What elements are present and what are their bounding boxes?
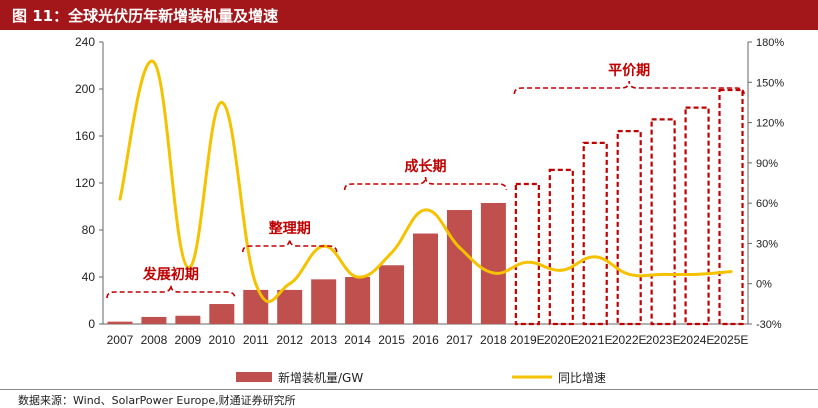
- x-tick-label: 2010: [208, 333, 235, 347]
- figure-title-bar: 图 11：全球光伏历年新增装机量及增速: [0, 0, 818, 30]
- phase-label: 整理期: [268, 220, 311, 237]
- x-tick-label: 2015: [378, 333, 405, 347]
- x-tick-label: 2024E: [680, 333, 715, 347]
- bar: [107, 321, 133, 324]
- x-tick-label: 2017: [446, 333, 473, 347]
- x-tick-label: 2009: [175, 333, 202, 347]
- x-tick-label: 2014: [344, 333, 371, 347]
- growth-point: [559, 268, 563, 272]
- left-tick-label: 160: [75, 129, 95, 143]
- bar-forecast: [582, 141, 608, 326]
- right-tick-label: 60%: [756, 198, 778, 210]
- left-tick-label: 200: [75, 82, 95, 96]
- bar-forecast: [548, 168, 574, 326]
- legend-bar-label: 新增装机量/GW: [278, 370, 363, 385]
- x-tick-label: 2019E: [510, 333, 545, 347]
- bar: [175, 315, 201, 324]
- bar-forecast: [616, 130, 642, 326]
- right-tick-label: 120%: [756, 118, 784, 130]
- x-tick-label: 2008: [141, 333, 168, 347]
- x-tick-label: 2013: [310, 333, 337, 347]
- growth-point: [424, 208, 427, 212]
- x-tick-label: 2022E: [612, 333, 647, 347]
- bar-forecast: [684, 106, 710, 326]
- right-tick-label: 90%: [756, 158, 778, 170]
- x-tick-label: 2021E: [578, 333, 613, 347]
- right-tick-label: 30%: [756, 238, 778, 250]
- legend-line-label: 同比增速: [558, 371, 606, 385]
- growth-point: [593, 255, 597, 259]
- bar: [413, 233, 438, 324]
- bar-forecast: [718, 88, 744, 326]
- source-note: 数据来源：Wind、SolarPower Europe,财通证券研究所: [18, 394, 296, 407]
- bar: [277, 289, 303, 324]
- growth-point: [254, 282, 258, 286]
- growth-point: [627, 272, 631, 276]
- phase-bracket: [513, 80, 745, 95]
- growth-point: [390, 251, 394, 255]
- bar: [311, 279, 337, 324]
- growth-point: [288, 282, 292, 286]
- legend-bar-swatch: [236, 372, 272, 382]
- chart: 0 40 80 120 160 200 240 -30% 0% 30% 60% 90% 120% 150%…: [75, 35, 784, 385]
- growth-line: [118, 59, 732, 304]
- bar-forecast: [514, 182, 540, 326]
- bar: [141, 316, 167, 324]
- x-tick-label: 2012: [276, 333, 303, 347]
- phase-bracket: [343, 176, 508, 191]
- bar: [379, 265, 405, 324]
- x-tick-label: 2007: [107, 333, 134, 347]
- left-tick-label: 0: [88, 317, 95, 331]
- x-tick-label: 2020E: [544, 333, 579, 347]
- growth-point: [491, 271, 495, 275]
- right-tick-label: 0%: [756, 279, 772, 291]
- x-tick-label: 2011: [243, 333, 269, 347]
- growth-point: [220, 100, 224, 104]
- x-tick-label: 2025E: [714, 333, 749, 347]
- figure-title: 图 11：全球光伏历年新增装机量及增速: [12, 7, 279, 25]
- bar: [243, 289, 269, 324]
- phase-bracket: [241, 238, 338, 253]
- growth-point: [457, 245, 461, 249]
- phase-label: 平价期: [608, 63, 650, 79]
- left-tick-label: 120: [75, 176, 95, 190]
- phase-label: 成长期: [405, 158, 447, 175]
- growth-point: [661, 272, 665, 276]
- bar: [345, 277, 371, 324]
- growth-point: [118, 197, 122, 201]
- bar-forecast: [650, 118, 676, 326]
- left-tick-label: 240: [75, 35, 95, 49]
- x-tick-label: 2016: [412, 333, 439, 347]
- right-tick-label: 180%: [756, 37, 784, 49]
- left-tick-label: 80: [82, 223, 96, 237]
- growth-point: [695, 272, 699, 276]
- bar: [446, 210, 472, 324]
- left-tick-label: 40: [82, 270, 96, 284]
- phase-label: 发展初期: [142, 266, 199, 283]
- source-divider: [0, 389, 818, 390]
- bar: [209, 304, 235, 324]
- x-tick-label: 2023E: [646, 333, 681, 347]
- growth-point: [152, 60, 156, 64]
- growth-point: [356, 275, 360, 279]
- growth-point: [525, 260, 529, 264]
- growth-point: [729, 270, 733, 274]
- bar: [480, 202, 506, 324]
- phase-bracket: [106, 284, 236, 299]
- x-tick-label: 2018: [480, 333, 507, 347]
- right-tick-label: 150%: [756, 77, 784, 89]
- right-tick-label: -30%: [756, 319, 782, 331]
- growth-point: [186, 266, 190, 270]
